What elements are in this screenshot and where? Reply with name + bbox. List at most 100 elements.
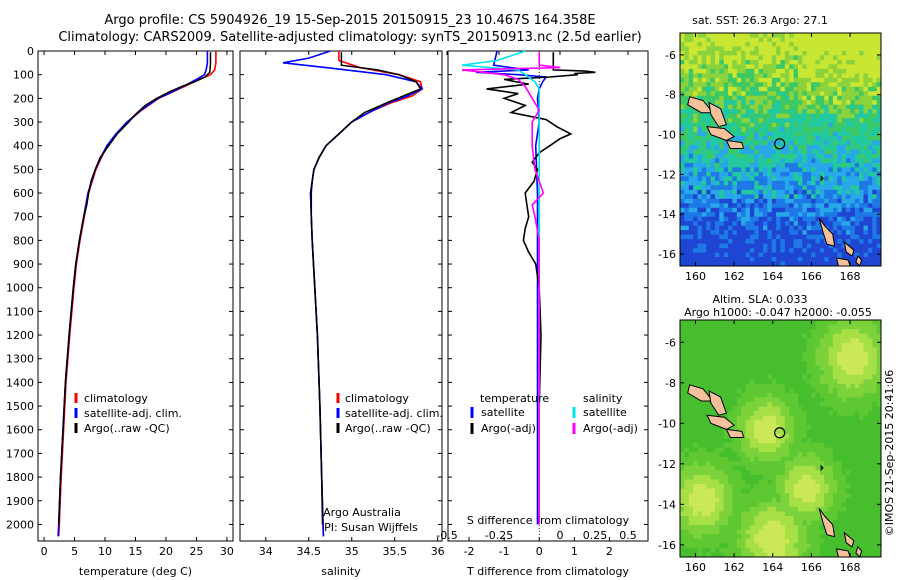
map-cell [680,149,685,155]
map-cell [867,397,873,403]
map-cell [867,484,873,490]
map-cell [758,497,764,503]
map-cell [763,180,768,186]
map-cell [824,420,830,426]
map-cell [749,86,755,92]
map-cell [749,379,755,385]
map-cell [754,68,760,74]
map-cell [850,374,856,380]
map-cell [758,100,764,106]
map-cell [684,239,690,245]
map-cell [745,484,751,490]
map-cell [832,534,838,540]
map-cell [863,248,869,254]
map-cell [859,493,865,499]
map-cell [841,420,847,426]
map-cell [854,100,860,106]
map-cell [876,73,882,79]
map-cell [706,239,712,245]
map-cell [850,438,856,444]
map-cell [767,158,773,164]
map-cell [701,324,707,330]
map-cell [714,342,720,348]
map-cell [806,511,812,517]
map-cell [784,529,790,535]
map-cell [736,356,742,362]
map-cell [815,511,821,517]
map-cell [802,145,808,150]
map-cell [728,456,733,462]
map-cell [819,415,825,421]
map-cell [732,185,738,191]
map-cell [714,100,720,106]
map-cell [736,543,742,549]
map-cell [784,145,790,150]
map-cell [706,230,712,236]
map-cell [819,46,825,52]
map-cell [767,122,773,128]
map-cell [701,488,707,494]
map-cell [684,185,690,191]
map-cell [806,488,812,494]
map-cell [837,365,843,371]
map-cell [684,424,690,430]
map-cell [811,131,816,137]
y-tick-label: 100 [13,69,34,82]
map-cell [776,388,781,394]
map-cell [749,452,755,458]
map-cell [776,113,781,119]
map-cell [859,502,865,508]
map-cell [811,438,816,444]
map-cell [811,225,816,231]
map-cell [693,221,698,227]
map-cell [832,118,838,124]
map-cell [754,320,760,326]
map-cell [811,82,816,88]
map-cell [824,131,830,137]
map-cell [749,383,755,389]
map-cell [867,438,873,444]
map-cell [749,338,755,344]
map-cell [859,212,865,218]
map-cell [728,534,733,540]
map-cell [723,538,729,544]
map-cell [736,474,742,481]
map-cell [793,104,799,110]
map-cell [797,257,803,263]
map-cell [723,520,729,526]
map-cell [732,447,738,453]
map-cell [811,429,816,435]
map-cell [701,525,707,531]
map-cell [771,379,777,385]
map-cell [701,529,707,535]
map-cell [771,153,777,159]
map-cell [854,392,860,398]
map-cell [741,261,747,267]
map-cell [832,470,838,476]
map-cell [741,443,747,449]
map-cell [736,86,742,92]
map-cell [832,198,838,204]
map-cell [867,221,873,227]
map-cell [819,365,825,371]
map-cell [854,411,860,417]
map-cell [706,122,712,128]
map-cell [719,59,725,65]
map-cell [824,180,830,186]
map-cell [850,520,856,526]
map-cell [745,171,751,177]
map-cell [688,424,694,430]
map-cell [688,347,694,353]
map-cell [867,534,873,540]
map-cell [745,365,751,371]
map-cell [780,347,786,353]
map-cell [780,543,786,549]
map-cell [867,68,873,74]
map-cell [859,234,865,240]
map-cell [763,552,768,558]
map-cell [854,113,860,119]
map-cell [719,474,725,481]
map-cell [728,529,733,535]
map-cell [784,511,790,517]
map-cell [867,95,873,101]
